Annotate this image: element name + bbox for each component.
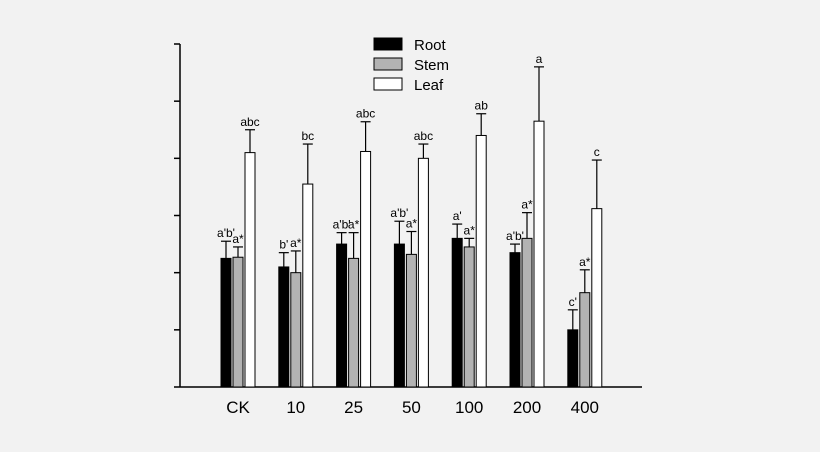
significance-label: a xyxy=(536,52,543,66)
bar-leaf xyxy=(244,152,256,388)
bar-root xyxy=(451,237,463,388)
bar-leaf xyxy=(360,150,372,388)
x-tick-label: 100 xyxy=(455,398,483,417)
significance-label: a* xyxy=(348,218,360,232)
significance-label: a* xyxy=(232,232,244,246)
bar-stem xyxy=(521,237,533,388)
bar-stem xyxy=(579,292,591,388)
legend-label-root: Root xyxy=(414,37,447,54)
legend-swatch-root xyxy=(373,37,403,51)
bar-stem xyxy=(463,246,475,388)
legend-label-leaf: Leaf xyxy=(414,77,444,94)
significance-label: a* xyxy=(290,236,302,250)
bar-root xyxy=(393,243,405,388)
bar-leaf xyxy=(591,208,603,388)
bar-stem xyxy=(290,272,302,388)
bar-root xyxy=(509,252,521,388)
legend-label-stem: Stem xyxy=(414,57,449,74)
bar-root xyxy=(220,257,232,388)
bar-stem xyxy=(232,256,244,388)
significance-label: a' xyxy=(453,209,462,223)
bar-stem xyxy=(348,257,360,388)
legend-swatch-stem xyxy=(373,57,403,71)
significance-label: bc xyxy=(301,129,314,143)
significance-label: c xyxy=(594,145,600,159)
bar-leaf xyxy=(475,134,487,388)
significance-label: a'b' xyxy=(217,226,235,240)
significance-label: a* xyxy=(579,255,591,269)
bar-root xyxy=(567,329,579,388)
x-tick-label: 200 xyxy=(513,398,541,417)
significance-label: b' xyxy=(279,238,288,252)
x-tick-label: 10 xyxy=(286,398,305,417)
significance-label: a* xyxy=(406,217,418,231)
significance-label: abc xyxy=(414,129,433,143)
significance-label: a'b' xyxy=(333,218,351,232)
x-tick-label: 25 xyxy=(344,398,363,417)
bar-leaf xyxy=(417,157,429,388)
x-tick-label: 50 xyxy=(402,398,421,417)
bar-root xyxy=(336,243,348,388)
significance-label: a'b' xyxy=(506,229,524,243)
significance-label: a* xyxy=(464,223,476,237)
bar-stem xyxy=(405,253,417,388)
legend: Root Stem Leaf xyxy=(373,37,449,94)
legend-swatch-leaf xyxy=(373,77,403,91)
x-tick-label: 400 xyxy=(571,398,599,417)
significance-label: ab xyxy=(475,99,489,113)
significance-label: abc xyxy=(356,107,375,121)
significance-label: a'b' xyxy=(390,206,408,220)
bar-leaf xyxy=(302,183,314,388)
significance-label: c' xyxy=(569,295,577,309)
bar-root xyxy=(278,266,290,388)
x-tick-label: CK xyxy=(226,398,250,417)
bar-leaf xyxy=(533,120,545,388)
significance-label: abc xyxy=(240,115,259,129)
significance-label: a* xyxy=(521,198,533,212)
